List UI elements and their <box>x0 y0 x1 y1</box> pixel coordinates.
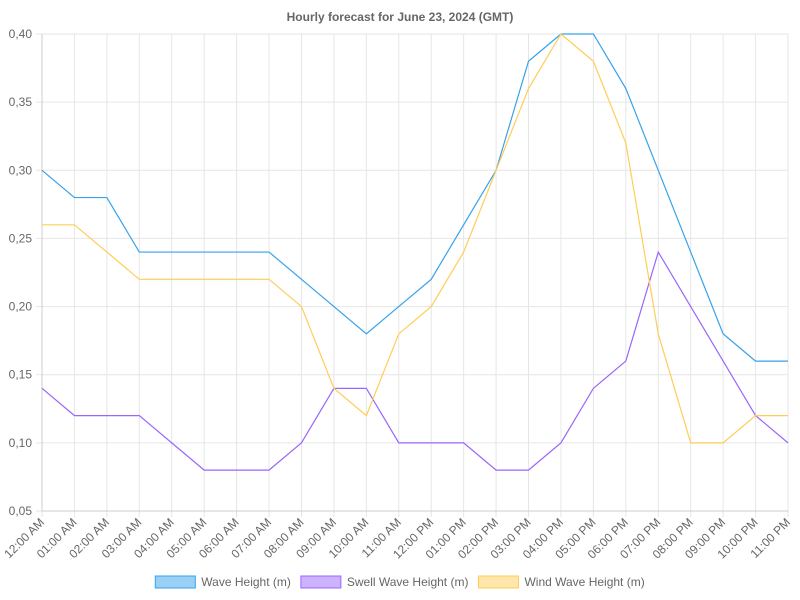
series-line-3 <box>42 33 788 444</box>
legend-label: Swell Wave Height (m) <box>347 575 469 589</box>
legend-swatch <box>477 575 519 589</box>
legend-item-1[interactable]: Wave Height (m) <box>154 575 291 589</box>
legend-item-3[interactable]: Wind Wave Height (m) <box>477 575 645 589</box>
series-line-1 <box>41 33 788 362</box>
legend-label: Wind Wave Height (m) <box>524 575 644 589</box>
y-tick-label: 0,35 <box>9 95 33 109</box>
legend-item-2[interactable]: Swell Wave Height (m) <box>300 575 469 589</box>
chart-title: Hourly forecast for June 23, 2024 (GMT) <box>287 10 514 24</box>
legend[interactable]: Wave Height (m) Swell Wave Height (m) Wind… <box>154 575 645 589</box>
y-axis-ticks: 0,05 0,10 0,15 0,20 0,25 0,30 0,35 0,40 <box>9 27 33 518</box>
y-tick-label: 0,10 <box>9 436 33 450</box>
grid <box>36 33 789 517</box>
y-tick-label: 0,05 <box>9 504 33 518</box>
legend-swatch <box>154 575 196 589</box>
y-tick-label: 0,30 <box>9 163 33 177</box>
legend-swatch <box>300 575 342 589</box>
series-lines <box>41 33 789 471</box>
series-line-2 <box>41 250 789 471</box>
y-tick-label: 0,40 <box>9 27 33 41</box>
legend-label: Wave Height (m) <box>201 575 291 589</box>
y-tick-label: 0,25 <box>9 231 33 245</box>
y-tick-label: 0,20 <box>9 300 33 314</box>
y-tick-label: 0,15 <box>9 368 33 382</box>
